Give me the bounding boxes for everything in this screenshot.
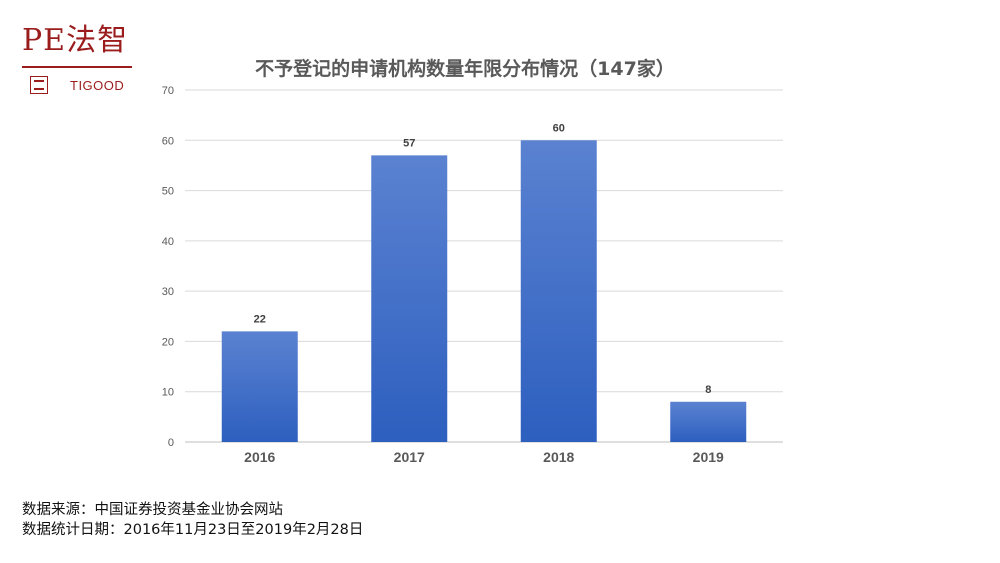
y-tick-label: 20 — [162, 336, 174, 348]
logo-divider — [22, 66, 132, 68]
x-tick-label: 2017 — [394, 449, 425, 465]
x-axis-ticks: 2016 2017 2018 2019 — [244, 449, 724, 465]
y-tick-label: 30 — [162, 286, 174, 298]
gridlines — [185, 89, 783, 443]
x-tick-label: 2016 — [244, 449, 275, 465]
y-tick-label: 60 — [162, 135, 174, 147]
seal-icon — [30, 76, 48, 94]
footnote: 数据来源：中国证券投资基金业协会网站 数据统计日期：2016年11月23日至20… — [22, 500, 363, 540]
bars — [221, 140, 747, 443]
chart-title: 不予登记的申请机构数量年限分布情况（147家） — [255, 57, 675, 80]
y-tick-label: 50 — [162, 186, 174, 198]
logo-subtitle: TIGOOD — [70, 78, 125, 93]
data-label: 57 — [403, 137, 415, 149]
logo-wordmark: PE法智 — [22, 23, 129, 58]
source-note: 数据来源：中国证券投资基金业协会网站 — [22, 502, 283, 518]
x-tick-label: 2018 — [543, 449, 574, 465]
y-tick-label: 10 — [162, 387, 174, 399]
bar-2018 — [520, 140, 597, 443]
data-label: 8 — [705, 384, 711, 396]
y-tick-label: 0 — [168, 437, 174, 449]
bar-2016 — [221, 331, 298, 442]
bar-2017 — [371, 155, 448, 442]
y-tick-label: 70 — [162, 85, 174, 97]
x-tick-label: 2019 — [693, 449, 724, 465]
data-label: 60 — [553, 122, 565, 134]
y-axis-ticks: 0 10 20 30 40 50 60 70 — [162, 85, 174, 449]
tigood-logo: PE法智 TIGOOD — [22, 22, 134, 94]
y-tick-label: 40 — [162, 236, 174, 248]
data-labels: 22 57 60 8 — [254, 122, 712, 395]
data-label: 22 — [254, 313, 266, 325]
date-range-note: 数据统计日期：2016年11月23日至2019年2月28日 — [22, 522, 364, 538]
bar-chart: 不予登记的申请机构数量年限分布情况（147家） 010203040506070 … — [162, 57, 783, 465]
bar-2019 — [670, 401, 747, 442]
